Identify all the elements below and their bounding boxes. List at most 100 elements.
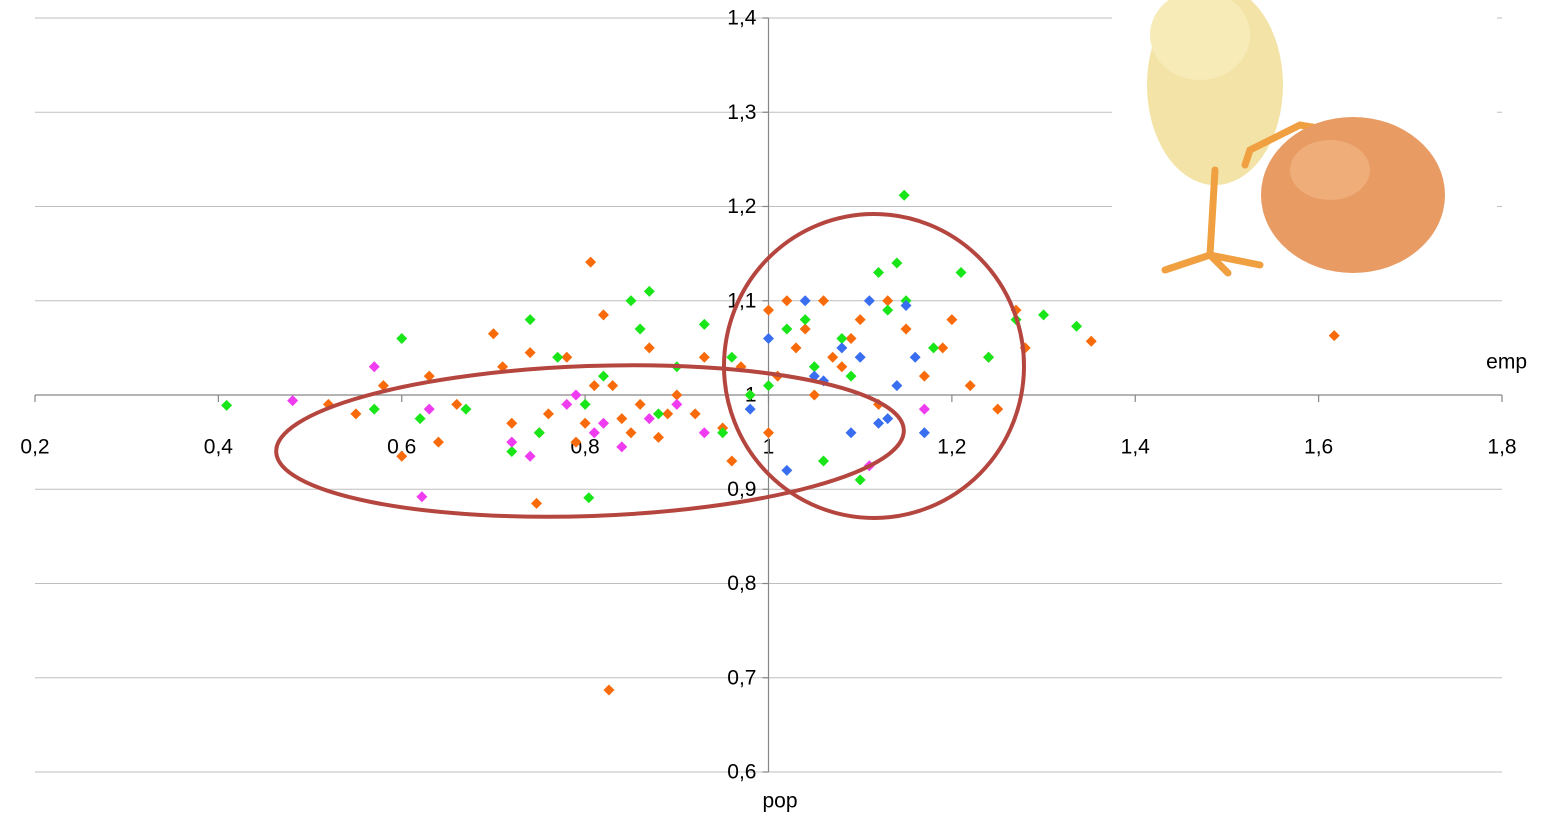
data-point [854,314,866,326]
y-tick-label: 1,4 [727,7,757,30]
y-axis-title: pop [762,790,797,813]
data-point [671,389,683,401]
data-point [873,417,885,429]
data-point [790,342,802,354]
data-point [451,398,463,410]
data-point [891,380,903,392]
data-point [873,266,885,278]
data-point [854,474,866,486]
x-tick-label: 0,2 [20,436,49,459]
data-point [625,295,637,307]
data-point [570,436,582,448]
data-point [607,380,619,392]
data-point [524,347,536,359]
data-point [863,295,875,307]
data-point [1328,330,1340,342]
data-point [689,408,701,420]
data-point [643,413,655,425]
data-point [1071,320,1083,332]
data-point [643,285,655,297]
data-point [882,304,894,316]
data-point [652,408,664,420]
data-point [836,342,848,354]
points [221,189,1340,696]
data-point [377,380,389,392]
data-point [937,342,949,354]
data-point [717,427,729,439]
data-point [579,398,591,410]
data-point [588,427,600,439]
data-point [698,427,710,439]
data-point [506,446,518,458]
data-point [845,332,857,344]
data-point [799,295,811,307]
y-tick-label: 1,3 [727,101,756,124]
data-point [368,361,380,373]
data-point [561,398,573,410]
data-point [781,323,793,335]
data-point [524,314,536,326]
x-axis-title: emp [1486,351,1527,374]
data-point [1085,335,1097,347]
data-point [460,403,472,415]
data-point [781,295,793,307]
data-point [616,413,628,425]
data-point [983,351,995,363]
data-point [836,332,848,344]
data-point [585,256,597,268]
data-point [854,351,866,363]
data-point [662,408,674,420]
data-point [808,389,820,401]
annotation-ellipses [274,212,1026,520]
data-point [992,403,1004,415]
data-point [818,455,830,467]
data-point [726,455,738,467]
data-point [561,351,573,363]
data-point [396,450,408,462]
data-point [634,323,646,335]
data-point [524,450,536,462]
data-point [396,332,408,344]
data-point [891,257,903,269]
data-point [221,399,233,411]
data-point [918,370,930,382]
data-point [955,266,967,278]
data-point [744,403,756,415]
data-point [698,351,710,363]
y-tick-label: 0,9 [727,478,756,501]
y-tick-label: 1,2 [727,195,756,218]
data-point [900,323,912,335]
data-point [432,436,444,448]
y-tick-label: 0,8 [727,572,756,595]
data-point [597,309,609,321]
data-point [350,408,362,420]
data-point [845,370,857,382]
data-point [579,417,591,429]
data-point [552,351,564,363]
data-point [625,427,637,439]
data-point [497,361,509,373]
data-point [588,380,600,392]
data-point [634,398,646,410]
data-point [368,403,380,415]
data-point [726,351,738,363]
data-point [909,351,921,363]
data-point [423,403,435,415]
data-point [781,464,793,476]
data-point [744,389,756,401]
data-point [799,323,811,335]
data-point [946,314,958,326]
data-point [542,408,554,420]
y-tick-label: 0,7 [727,666,756,689]
data-point [652,431,664,443]
data-point [487,328,499,340]
data-point [763,332,774,344]
x-tick-label: 1,8 [1487,436,1516,459]
data-point [698,318,710,330]
data-point [616,441,628,453]
x-tick-label: 0,4 [204,436,234,459]
chick-and-egg-picture [1112,0,1497,296]
data-point [506,417,518,429]
data-point [423,370,435,382]
